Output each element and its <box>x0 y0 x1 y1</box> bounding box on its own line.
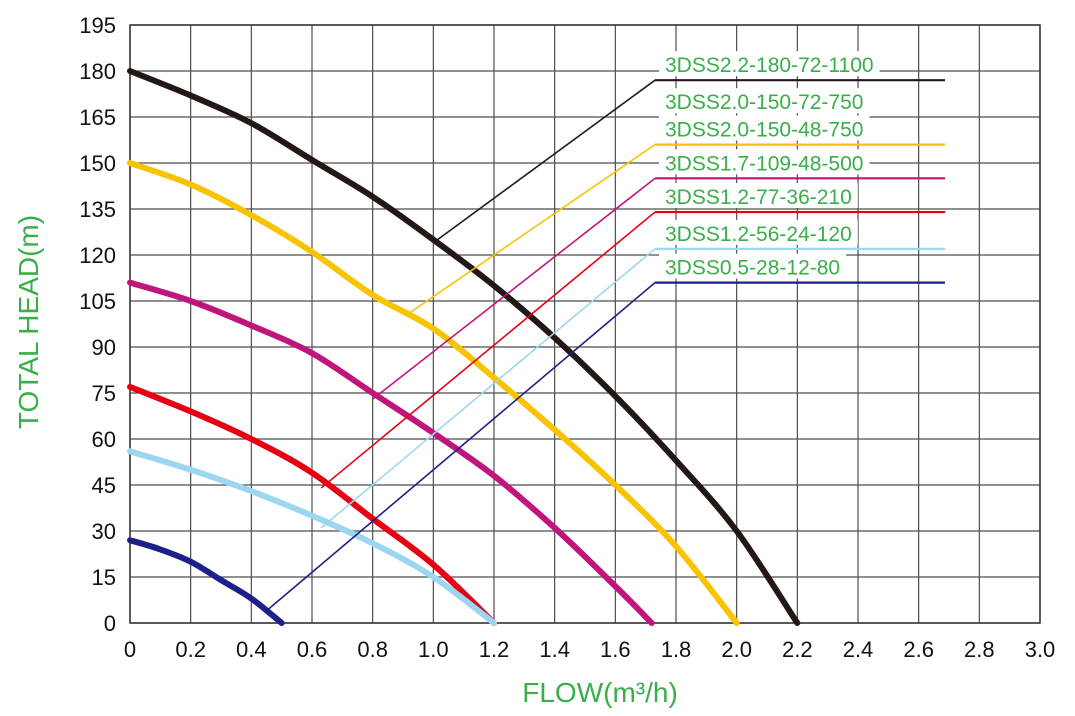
y-tick-label: 45 <box>92 473 116 498</box>
legend-label-bg <box>659 253 847 279</box>
legend-label: 3DSS1.7-109-48-500 <box>665 152 863 175</box>
legend-label-bg <box>659 88 870 114</box>
x-tick-label: 0.8 <box>357 637 388 662</box>
x-tick-label: 1.0 <box>418 637 449 662</box>
y-tick-label: 30 <box>92 519 116 544</box>
legend-label-bg <box>659 51 880 77</box>
x-tick-label: 2.8 <box>964 637 995 662</box>
x-tick-label: 2.2 <box>782 637 813 662</box>
x-tick-label: 1.2 <box>479 637 510 662</box>
leader-line <box>408 143 656 314</box>
y-tick-label: 135 <box>79 197 116 222</box>
series-curve <box>127 68 801 626</box>
x-tick-label: 1.6 <box>600 637 631 662</box>
y-tick-label: 120 <box>79 243 116 268</box>
legend-leader-lines <box>265 79 945 612</box>
leader-line <box>320 248 656 529</box>
grid <box>129 24 1041 624</box>
x-tick-label: 2.6 <box>903 637 934 662</box>
y-tick-label: 165 <box>79 105 116 130</box>
y-tick-label: 60 <box>92 427 116 452</box>
series-curve <box>127 160 740 626</box>
leader-line <box>265 281 656 612</box>
legend-label: 3DSS0.5-28-12-80 <box>665 257 840 280</box>
legend-label: 3DSS2.0-150-72-750 <box>665 91 863 114</box>
legend-label-bg <box>659 115 870 141</box>
legend-label-bg <box>659 183 858 209</box>
y-tick-label: 15 <box>92 565 116 590</box>
x-tick-label: 1.8 <box>661 637 692 662</box>
tick-labels: 0 0.2 0.4 0.6 0.8 1.0 1.2 1.4 1.6 1.8 2.0 2.2 2.4 2.6… <box>79 13 1055 662</box>
series-curve <box>127 279 655 626</box>
legend-label: 3DSS1.2-77-36-210 <box>665 186 852 209</box>
leader-line <box>320 211 656 489</box>
legend-label-bg <box>659 219 858 245</box>
legend-label: 3DSS2.0-150-48-750 <box>665 119 863 142</box>
plot-frame <box>129 24 1041 624</box>
x-tick-label: 0 <box>124 637 136 662</box>
x-tick-label: 0.6 <box>297 637 328 662</box>
series-curve <box>127 448 497 626</box>
x-tick-label: 2.0 <box>721 637 752 662</box>
y-tick-label: 150 <box>79 151 116 176</box>
x-tick-label: 0.2 <box>175 637 206 662</box>
performance-curves <box>127 68 801 626</box>
legend-label-bg <box>659 149 870 175</box>
y-tick-label: 180 <box>79 59 116 84</box>
legend-label: 3DSS2.2-180-72-1100 <box>665 54 874 77</box>
legend-labels: 3DSS2.2-180-72-1100 3DSS2.0-150-72-750 3DS… <box>659 51 880 280</box>
y-tick-label: 105 <box>79 289 116 314</box>
x-tick-label: 2.4 <box>843 637 874 662</box>
series-curve <box>127 383 497 626</box>
x-tick-label: 3.0 <box>1025 637 1056 662</box>
leader-line <box>372 177 656 400</box>
series-curve <box>127 537 285 626</box>
y-tick-label: 195 <box>79 13 116 38</box>
leader-line <box>432 79 656 244</box>
y-tick-label: 0 <box>104 611 116 636</box>
x-tick-label: 0.4 <box>236 637 267 662</box>
y-axis-title: TOTAL HEAD(m) <box>13 215 44 429</box>
x-axis-title: FLOW(m³/h) <box>522 677 678 708</box>
legend-label: 3DSS1.2-56-24-120 <box>665 223 852 246</box>
x-tick-label: 1.4 <box>539 637 570 662</box>
y-tick-label: 90 <box>92 335 116 360</box>
y-tick-label: 75 <box>92 381 116 406</box>
